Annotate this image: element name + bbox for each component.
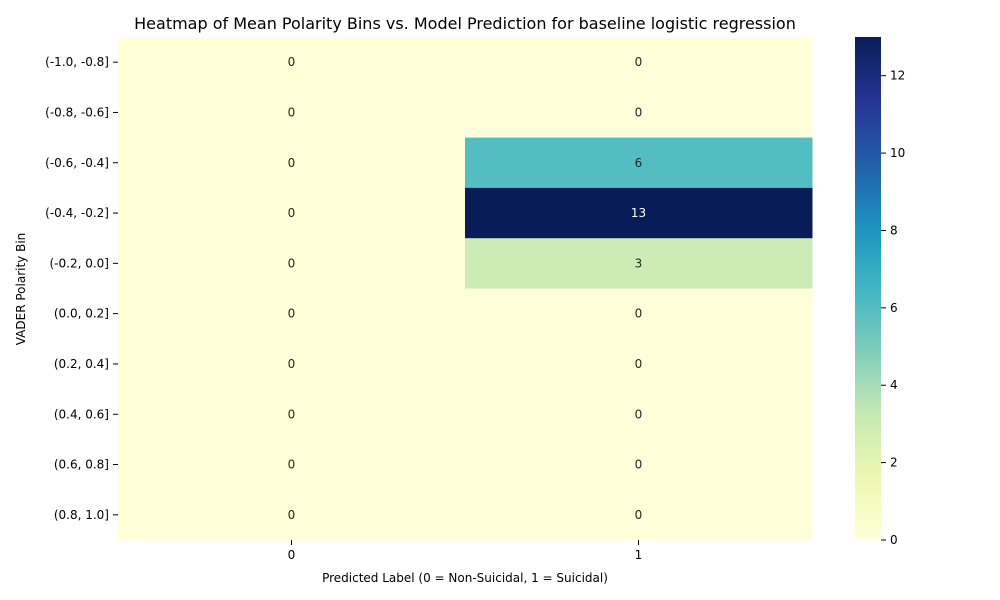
heatmap-cell (465, 238, 813, 289)
heatmap-cell (465, 187, 813, 239)
heatmap-cell (118, 37, 466, 88)
heatmap-cell (465, 288, 813, 340)
y-axis-ticks: (-1.0, -0.8] (-0.8, -0.6] (-0.6, -0.4] (-0.… (45, 55, 118, 522)
cell-value-label: 0 (288, 458, 296, 472)
heatmap-cell (465, 37, 813, 88)
cell-value-label: 0 (288, 307, 296, 321)
colorbar-tick-label: 6 (890, 301, 898, 315)
colorbar-tick-label: 8 (890, 223, 898, 237)
cell-value-label: 0 (635, 357, 643, 371)
colorbar (855, 37, 881, 540)
cell-value-label: 0 (635, 508, 643, 522)
chart-title: Heatmap of Mean Polarity Bins vs. Model … (134, 14, 796, 33)
heatmap-cell (118, 187, 466, 239)
heatmap-cell (118, 389, 466, 440)
colorbar-tick-label: 10 (890, 146, 905, 160)
heatmap-cell (465, 439, 813, 491)
cell-value-label: 0 (635, 458, 643, 472)
colorbar-tick-label: 4 (890, 378, 898, 392)
cell-value-label: 0 (288, 206, 296, 220)
heatmap-cell (465, 87, 813, 139)
cell-value-label: 0 (635, 105, 643, 119)
y-tick-label: (0.4, 0.6] (54, 407, 109, 421)
y-tick-label: (0.6, 0.8] (54, 458, 109, 472)
cell-value-label: 0 (288, 105, 296, 119)
y-tick-label: (-0.4, -0.2] (45, 206, 109, 220)
heatmap-cells: 0 0 0 0 0 6 0 13 0 3 0 0 0 0 0 0 0 0 0 0 (118, 37, 813, 541)
heatmap-cell (465, 489, 813, 541)
heatmap-cell (118, 439, 466, 491)
cell-value-label: 0 (288, 55, 296, 69)
y-tick-label: (-0.8, -0.6] (45, 105, 109, 119)
colorbar-tick-label: 2 (890, 456, 898, 470)
cell-value-label: 6 (635, 156, 643, 170)
colorbar-ticks: 0 2 4 6 8 10 12 (881, 69, 905, 547)
heatmap-cell (118, 238, 466, 289)
x-tick-label: 0 (288, 548, 296, 562)
y-tick-label: (0.2, 0.4] (54, 357, 109, 371)
colorbar-tick-label: 0 (890, 533, 898, 547)
x-tick-label: 1 (635, 548, 643, 562)
heatmap-cell (118, 338, 466, 390)
cell-value-label: 0 (635, 407, 643, 421)
cell-value-label: 0 (635, 55, 643, 69)
cell-value-label: 0 (288, 357, 296, 371)
y-tick-label: (0.8, 1.0] (54, 508, 109, 522)
cell-value-label: 0 (635, 307, 643, 321)
y-tick-label: (-0.6, -0.4] (45, 156, 109, 170)
heatmap-cell (118, 288, 466, 340)
heatmap-cell (118, 489, 466, 541)
cell-value-label: 0 (288, 508, 296, 522)
heatmap-cell (465, 389, 813, 440)
heatmap-cell (118, 87, 466, 139)
y-tick-label: (0.0, 0.2] (54, 307, 109, 321)
y-tick-label: (-1.0, -0.8] (45, 55, 109, 69)
cell-value-label: 0 (288, 256, 296, 270)
colorbar-tick-label: 12 (890, 69, 905, 83)
cell-value-label: 0 (288, 156, 296, 170)
x-axis-label: Predicted Label (0 = Non-Suicidal, 1 = S… (322, 571, 608, 585)
y-tick-label: (-0.2, 0.0] (50, 256, 110, 270)
cell-value-label: 3 (635, 256, 643, 270)
cell-value-label: 0 (288, 407, 296, 421)
cell-value-label: 13 (631, 206, 646, 220)
heatmap-cell (465, 338, 813, 390)
heatmap-cell (118, 137, 466, 189)
heatmap-cell (465, 137, 813, 189)
y-axis-label: VADER Polarity Bin (14, 233, 28, 346)
